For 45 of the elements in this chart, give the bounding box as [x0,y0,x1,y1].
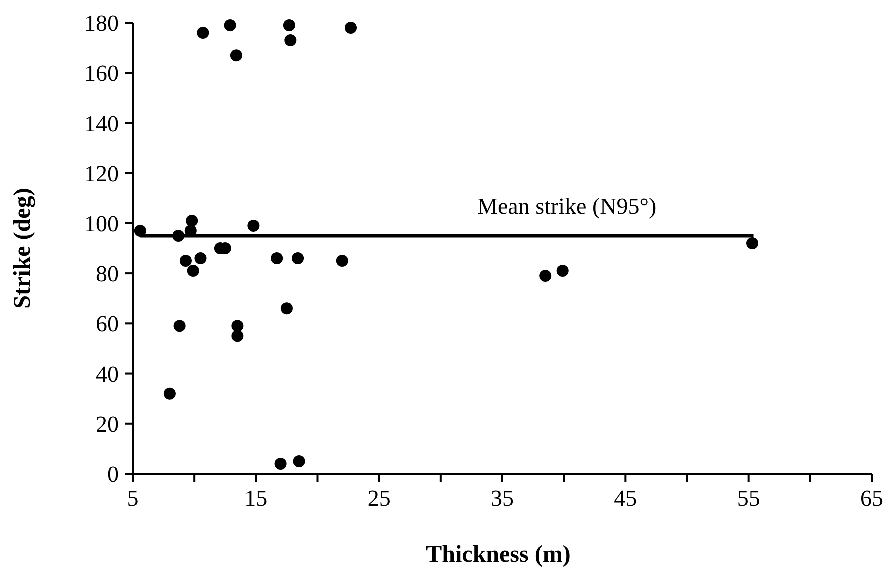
point [293,455,306,468]
y-tick-label: 40 [96,362,119,387]
point [187,265,200,278]
x-tick-label: 35 [491,486,514,511]
point [174,320,186,332]
y-tick-label: 160 [84,61,119,86]
x-tick-label: 15 [244,486,268,511]
point [556,265,569,278]
point [248,220,260,232]
y-tick-label: 20 [96,412,119,437]
y-tick-label: 80 [96,262,119,287]
point [283,20,296,32]
point [336,255,348,268]
x-axis-title: Thickness (m) [426,542,571,568]
x-tick-label: 45 [614,486,638,511]
y-tick-label: 100 [84,211,119,236]
point [280,302,293,315]
point [230,50,242,62]
point [271,252,284,265]
series-label: Mean strike (N95°) [478,194,657,219]
y-tick-label: 180 [84,11,119,36]
y-tick-label: 0 [108,462,119,488]
point [540,270,552,282]
y-tick-label: 140 [84,111,119,136]
point [274,458,287,470]
point [164,388,176,400]
point [197,27,210,40]
point [224,20,236,32]
y-tick-label: 60 [96,312,119,337]
y-tick-label: 120 [84,161,119,186]
point [186,214,198,227]
point [345,22,358,34]
y-axis-title: Strike (deg) [10,188,36,309]
point [746,237,759,250]
x-tick-label: 55 [737,486,760,511]
point [292,252,304,265]
point [232,330,244,342]
x-tick-label: 65 [860,486,884,511]
point [194,252,207,265]
x-tick-label: 25 [368,486,391,511]
x-tick-label: 5 [127,486,139,511]
point [284,34,297,47]
point [134,224,146,237]
point [232,320,244,332]
point [180,255,192,268]
